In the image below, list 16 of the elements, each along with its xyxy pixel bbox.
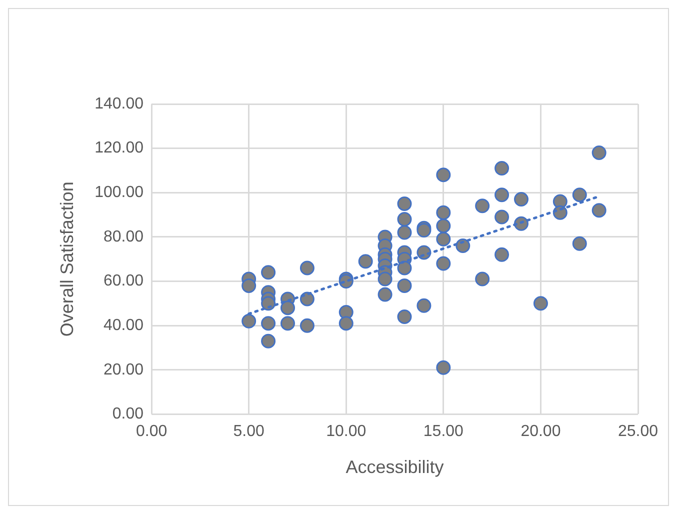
x-tick-label: 20.00 <box>520 423 561 440</box>
y-tick-label: 80.00 <box>103 228 144 246</box>
x-axis-title: Accessibility <box>346 457 444 478</box>
y-tick-label: 40.00 <box>103 316 144 334</box>
y-tick-label: 140.00 <box>94 95 144 112</box>
y-tick-label: 100.00 <box>94 184 144 202</box>
x-tick-label: 25.00 <box>618 423 658 440</box>
x-tick-label: 0.00 <box>136 423 168 440</box>
x-tick-label: 10.00 <box>326 423 366 440</box>
y-tick-label: 20.00 <box>103 361 144 378</box>
y-tick-label: 60.00 <box>103 272 144 290</box>
y-tick-label: 120.00 <box>94 140 144 157</box>
y-tick-label: 0.00 <box>112 406 144 423</box>
y-axis-title: Overall Satisfaction <box>56 182 77 337</box>
x-tick-label: 5.00 <box>233 423 264 440</box>
x-tick-label: 15.00 <box>423 423 464 440</box>
